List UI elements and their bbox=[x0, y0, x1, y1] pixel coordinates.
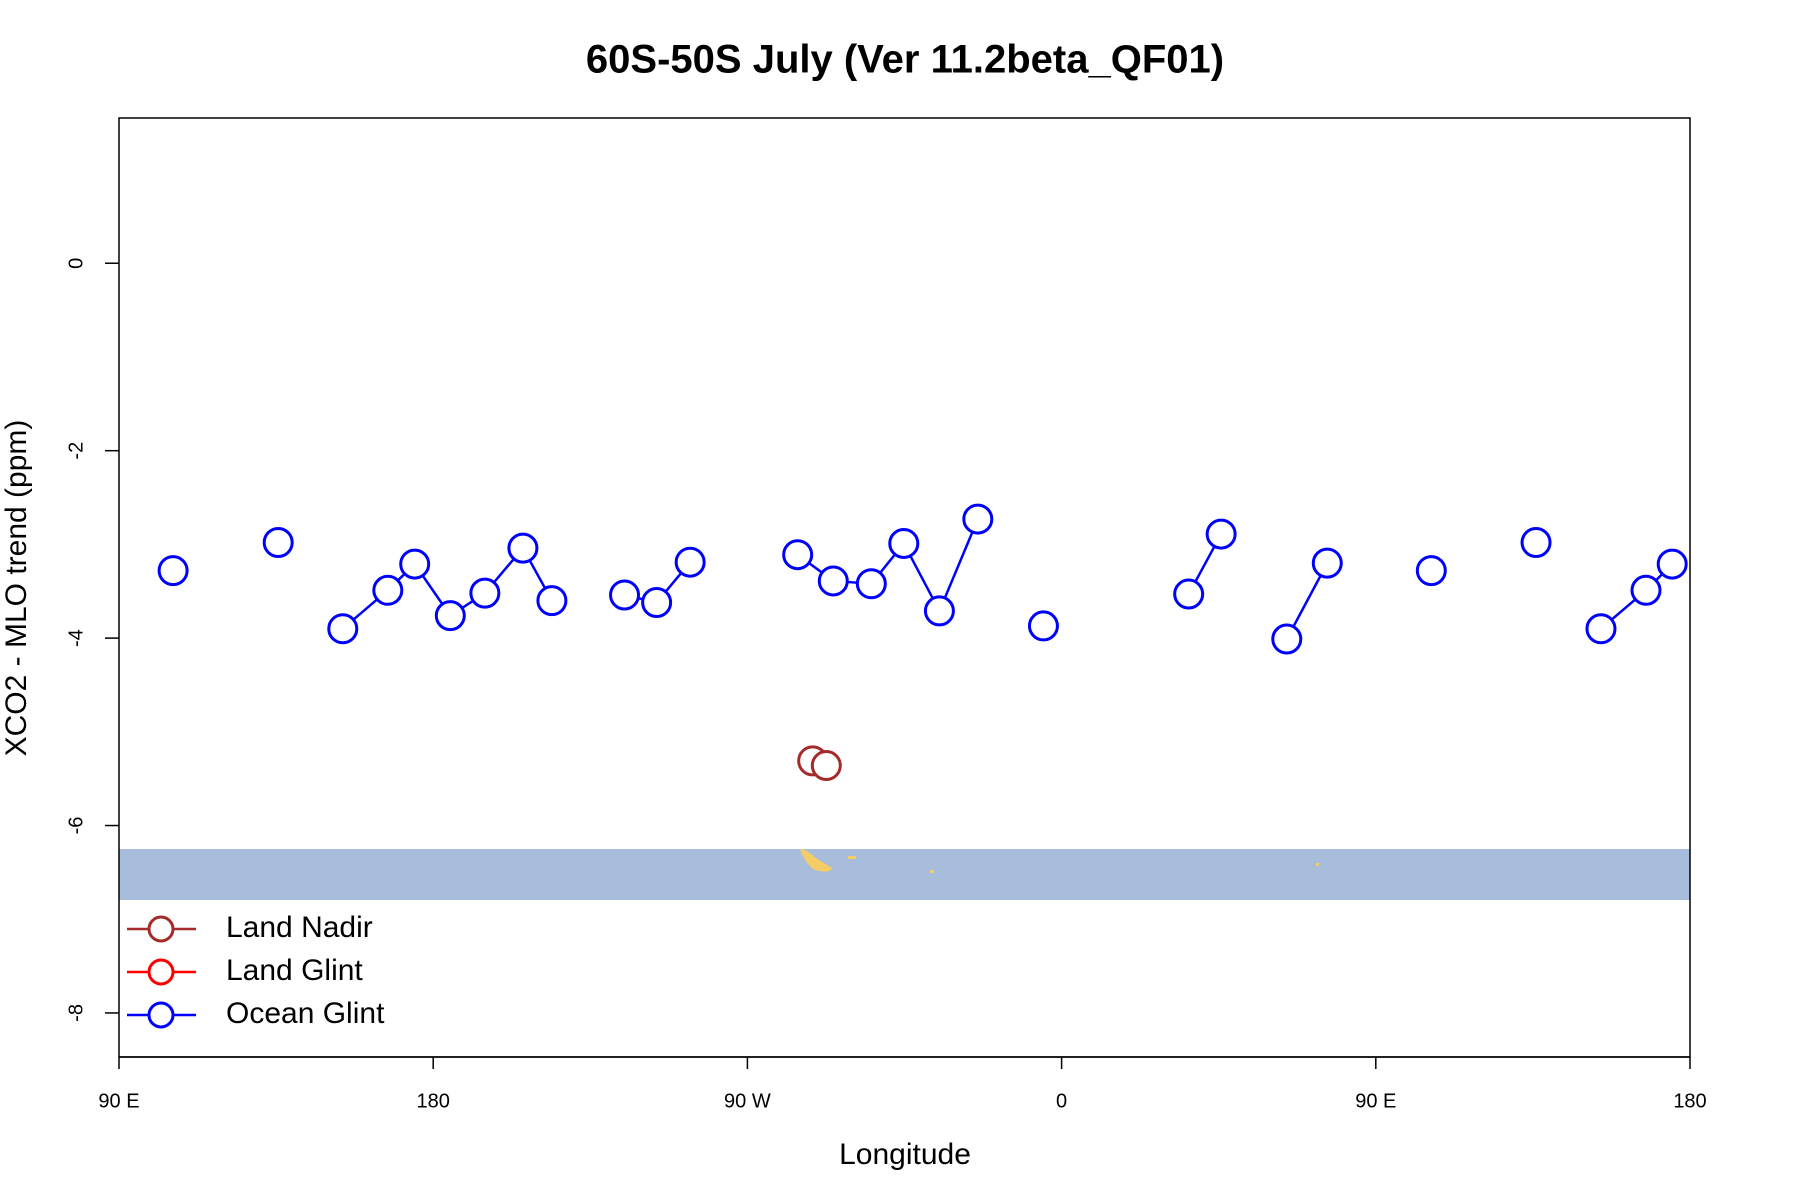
point bbox=[262, 527, 294, 559]
chart-title: 60S-50S July (Ver 11.2beta_QF01) bbox=[586, 38, 1224, 82]
y-axis-label: XCO2 - MLO trend (ppm) bbox=[0, 420, 33, 757]
y-tick-label: -4 bbox=[65, 629, 87, 647]
legend-marker bbox=[147, 915, 175, 943]
x-tick-label: 90 E bbox=[1355, 1090, 1396, 1112]
point bbox=[1311, 547, 1343, 579]
point bbox=[782, 539, 814, 571]
point bbox=[1173, 578, 1205, 610]
point bbox=[434, 600, 466, 632]
point bbox=[507, 532, 539, 564]
legend-label: Land Glint bbox=[226, 954, 363, 987]
point bbox=[1630, 574, 1662, 606]
x-axis-label: Longitude bbox=[839, 1138, 971, 1171]
point bbox=[399, 548, 431, 580]
point bbox=[923, 595, 955, 627]
series-line bbox=[341, 518, 1674, 640]
point bbox=[157, 555, 189, 587]
point bbox=[536, 585, 568, 617]
y-tick-label: 0 bbox=[65, 258, 87, 269]
point bbox=[817, 565, 849, 597]
point bbox=[641, 586, 673, 618]
map-strip bbox=[119, 849, 1690, 900]
point bbox=[1027, 610, 1059, 642]
point bbox=[674, 546, 706, 578]
x-tick-label: 90 E bbox=[98, 1090, 139, 1112]
y-tick-label: -2 bbox=[65, 442, 87, 460]
point bbox=[469, 577, 501, 609]
point bbox=[1656, 548, 1688, 580]
point bbox=[1520, 527, 1552, 559]
point bbox=[609, 579, 641, 611]
point bbox=[962, 503, 994, 535]
legend-marker bbox=[147, 958, 175, 986]
x-tick-label: 180 bbox=[1673, 1090, 1706, 1112]
x-tick-label: 180 bbox=[417, 1090, 450, 1112]
point bbox=[1415, 555, 1447, 587]
legend-label: Ocean Glint bbox=[226, 997, 385, 1030]
point bbox=[1271, 623, 1303, 655]
x-tick-label: 90 W bbox=[724, 1090, 771, 1112]
point bbox=[810, 750, 842, 782]
point bbox=[372, 574, 404, 606]
y-tick-label: -6 bbox=[65, 817, 87, 835]
point bbox=[855, 568, 887, 600]
legend-label: Land Nadir bbox=[226, 911, 373, 944]
point bbox=[888, 527, 920, 559]
point bbox=[1585, 613, 1617, 645]
point bbox=[1205, 518, 1237, 550]
y-tick-label: -8 bbox=[65, 1004, 87, 1022]
point bbox=[327, 613, 359, 645]
x-tick-label: 0 bbox=[1056, 1090, 1067, 1112]
legend-marker bbox=[147, 1001, 175, 1029]
